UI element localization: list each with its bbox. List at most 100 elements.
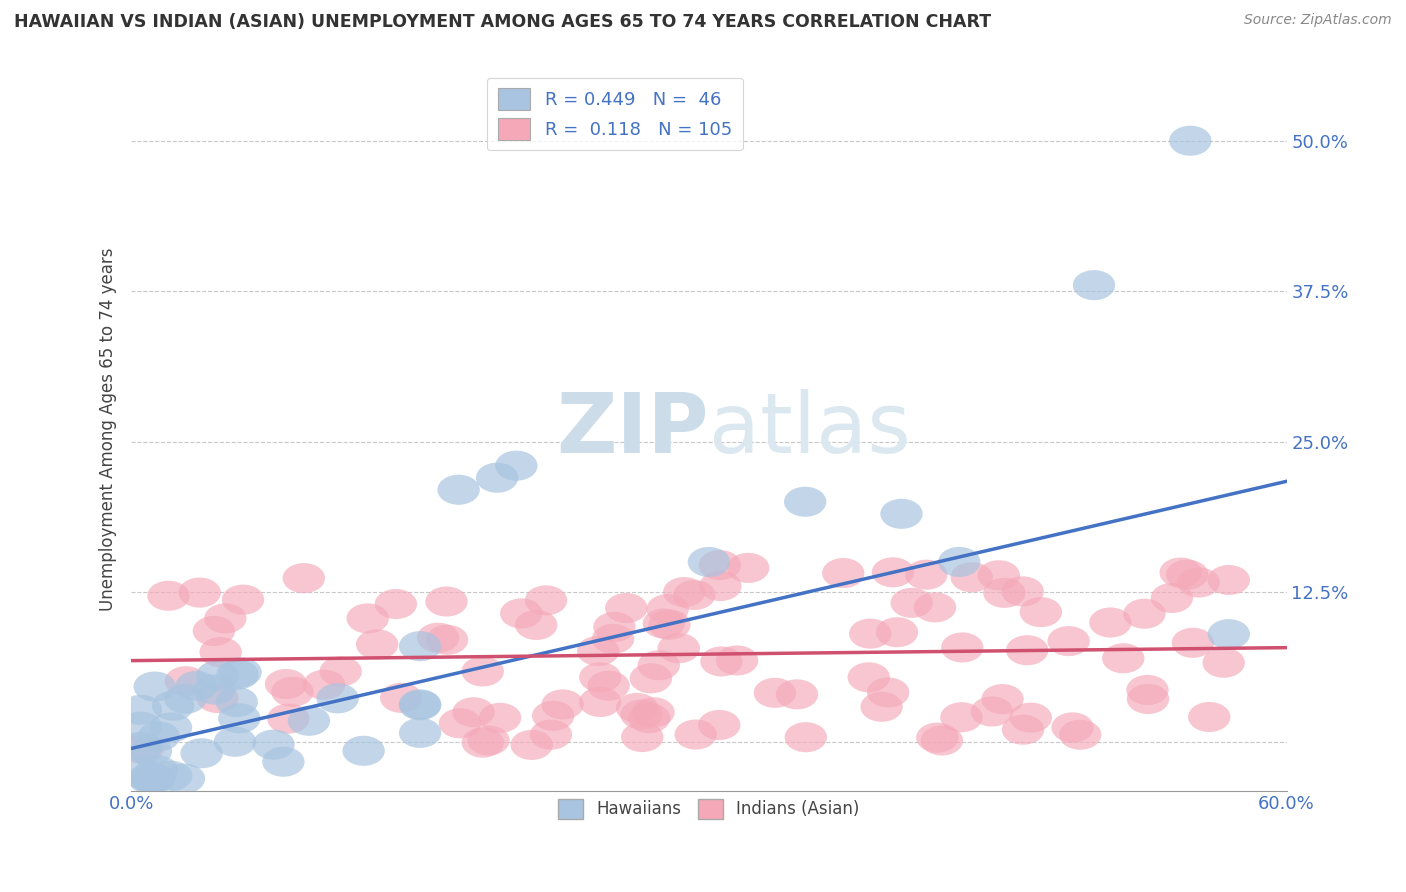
Ellipse shape [252, 730, 295, 760]
Ellipse shape [418, 623, 460, 653]
Text: HAWAIIAN VS INDIAN (ASIAN) UNEMPLOYMENT AMONG AGES 65 TO 74 YEARS CORRELATION CH: HAWAIIAN VS INDIAN (ASIAN) UNEMPLOYMENT … [14, 13, 991, 31]
Ellipse shape [592, 624, 634, 654]
Ellipse shape [905, 559, 948, 590]
Ellipse shape [950, 562, 993, 592]
Ellipse shape [914, 592, 956, 623]
Ellipse shape [288, 706, 330, 736]
Ellipse shape [515, 610, 557, 640]
Ellipse shape [1188, 702, 1230, 732]
Ellipse shape [271, 677, 314, 706]
Ellipse shape [501, 599, 543, 629]
Ellipse shape [1178, 567, 1220, 598]
Ellipse shape [1059, 720, 1101, 750]
Ellipse shape [214, 727, 256, 756]
Ellipse shape [374, 589, 418, 619]
Ellipse shape [605, 593, 647, 624]
Ellipse shape [754, 678, 796, 708]
Ellipse shape [1047, 626, 1090, 657]
Ellipse shape [1160, 558, 1202, 588]
Ellipse shape [475, 463, 519, 492]
Ellipse shape [479, 703, 522, 733]
Ellipse shape [658, 633, 700, 663]
Ellipse shape [981, 684, 1024, 714]
Ellipse shape [180, 739, 222, 768]
Ellipse shape [283, 563, 325, 593]
Ellipse shape [1150, 583, 1194, 613]
Ellipse shape [648, 610, 690, 640]
Ellipse shape [633, 698, 675, 727]
Ellipse shape [823, 558, 865, 588]
Ellipse shape [541, 690, 583, 720]
Ellipse shape [264, 669, 308, 699]
Ellipse shape [890, 588, 932, 618]
Ellipse shape [215, 687, 257, 717]
Ellipse shape [876, 617, 918, 648]
Ellipse shape [621, 722, 664, 752]
Ellipse shape [699, 571, 741, 601]
Ellipse shape [1002, 714, 1045, 745]
Ellipse shape [1208, 565, 1250, 595]
Ellipse shape [176, 671, 218, 701]
Ellipse shape [785, 723, 827, 752]
Ellipse shape [1019, 597, 1062, 627]
Ellipse shape [150, 713, 193, 742]
Ellipse shape [134, 672, 176, 702]
Ellipse shape [1202, 648, 1244, 678]
Ellipse shape [643, 608, 685, 639]
Ellipse shape [1166, 559, 1208, 590]
Ellipse shape [399, 632, 441, 661]
Ellipse shape [129, 764, 172, 794]
Ellipse shape [467, 725, 510, 756]
Ellipse shape [356, 629, 398, 659]
Ellipse shape [880, 499, 922, 529]
Ellipse shape [129, 736, 172, 766]
Ellipse shape [917, 723, 959, 753]
Ellipse shape [132, 764, 174, 794]
Ellipse shape [120, 731, 162, 762]
Ellipse shape [163, 764, 205, 794]
Ellipse shape [120, 695, 162, 725]
Ellipse shape [716, 646, 758, 675]
Ellipse shape [688, 547, 730, 577]
Ellipse shape [860, 691, 903, 722]
Ellipse shape [399, 690, 441, 719]
Ellipse shape [977, 560, 1019, 591]
Ellipse shape [970, 697, 1014, 726]
Ellipse shape [453, 698, 495, 727]
Ellipse shape [848, 662, 890, 692]
Ellipse shape [319, 657, 361, 687]
Ellipse shape [120, 712, 162, 742]
Ellipse shape [495, 450, 537, 481]
Ellipse shape [616, 693, 658, 723]
Ellipse shape [941, 702, 983, 732]
Ellipse shape [576, 636, 619, 666]
Ellipse shape [872, 558, 914, 587]
Ellipse shape [588, 671, 630, 701]
Ellipse shape [165, 684, 207, 714]
Ellipse shape [699, 550, 741, 580]
Ellipse shape [195, 661, 239, 690]
Ellipse shape [699, 710, 741, 740]
Ellipse shape [593, 612, 636, 642]
Ellipse shape [628, 703, 671, 733]
Ellipse shape [1171, 628, 1213, 657]
Ellipse shape [302, 670, 346, 699]
Ellipse shape [675, 720, 717, 749]
Ellipse shape [426, 624, 468, 655]
Text: ZIP: ZIP [557, 389, 709, 470]
Ellipse shape [510, 730, 553, 760]
Ellipse shape [921, 725, 963, 756]
Ellipse shape [531, 701, 575, 731]
Ellipse shape [868, 677, 910, 707]
Ellipse shape [128, 764, 170, 794]
Ellipse shape [194, 674, 236, 705]
Ellipse shape [439, 708, 481, 739]
Ellipse shape [579, 662, 621, 692]
Ellipse shape [193, 615, 235, 646]
Ellipse shape [316, 683, 359, 714]
Ellipse shape [630, 664, 672, 693]
Ellipse shape [262, 747, 305, 777]
Ellipse shape [346, 603, 389, 633]
Ellipse shape [664, 577, 706, 607]
Ellipse shape [200, 637, 242, 667]
